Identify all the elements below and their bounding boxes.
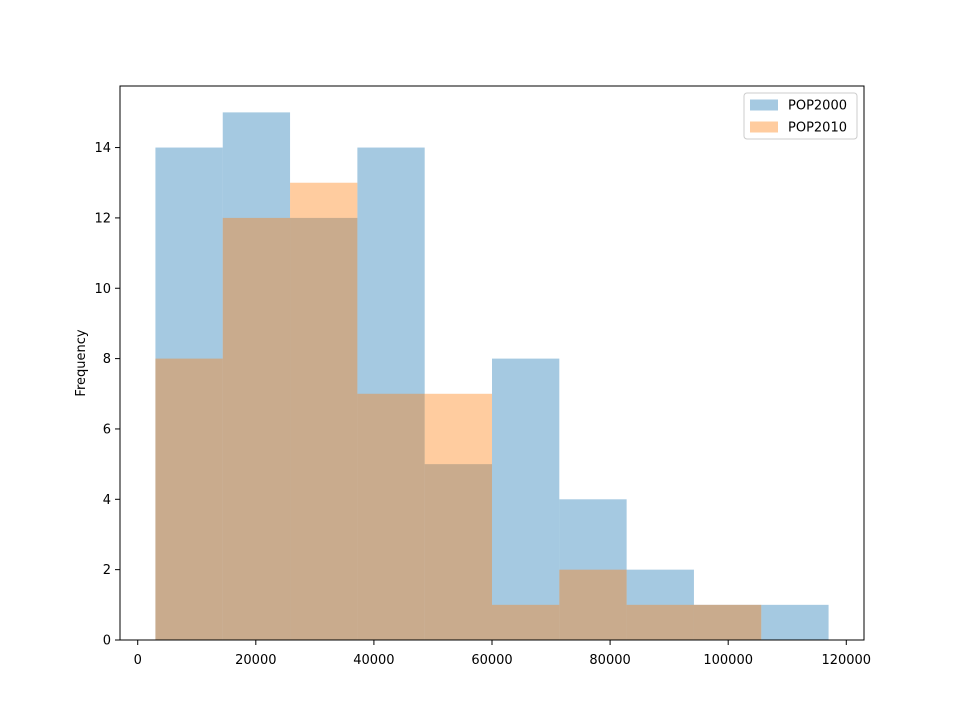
bar-pop2000-0 xyxy=(155,147,223,641)
bar-pop2000-2 xyxy=(290,217,358,640)
bar-pop2010-6 xyxy=(559,569,627,640)
bar-pop2000-9 xyxy=(761,604,829,640)
y-tick-label: 2 xyxy=(103,563,111,578)
x-tick-label: 100000 xyxy=(703,653,753,668)
y-tick-label: 8 xyxy=(103,352,111,367)
bar-pop2000-3 xyxy=(357,147,425,641)
y-tick-label: 12 xyxy=(94,211,111,226)
x-axis: 0 20000 40000 60000 80000 100000 120000 xyxy=(134,640,871,668)
x-tick-label: 60000 xyxy=(471,653,512,668)
legend-swatch-pop2000 xyxy=(750,99,778,111)
y-axis: 0 2 4 6 8 10 12 14 xyxy=(94,141,120,649)
x-tick-label: 120000 xyxy=(821,653,871,668)
legend-label-pop2010: POP2010 xyxy=(788,121,847,136)
bar-pop2000-6 xyxy=(559,499,627,640)
x-tick-label: 0 xyxy=(134,653,142,668)
bars-layer xyxy=(155,112,829,641)
y-tick-label: 10 xyxy=(94,282,111,297)
bar-pop2000-5 xyxy=(492,358,560,640)
x-tick-label: 40000 xyxy=(353,653,394,668)
legend-label-pop2000: POP2000 xyxy=(788,99,847,114)
bar-pop2010-3 xyxy=(357,393,425,640)
x-tick-label: 20000 xyxy=(235,653,276,668)
y-tick-label: 14 xyxy=(94,141,111,156)
y-tick-label: 4 xyxy=(103,493,111,508)
bar-pop2010-8 xyxy=(693,604,762,640)
bar-pop2000-7 xyxy=(626,569,694,640)
bar-pop2000-8 xyxy=(693,604,762,640)
bar-pop2010-4 xyxy=(424,393,492,640)
y-tick-label: 0 xyxy=(103,634,111,649)
bar-pop2000-4 xyxy=(424,464,492,640)
bar-pop2010-0 xyxy=(155,358,223,640)
bar-pop2000-1 xyxy=(222,112,291,640)
bar-pop2010-2 xyxy=(290,182,358,640)
y-axis-label: Frequency xyxy=(74,329,89,396)
legend-frame xyxy=(743,92,858,140)
bar-pop2010-5 xyxy=(492,604,560,640)
y-tick-label: 6 xyxy=(103,422,111,437)
x-tick-label: 80000 xyxy=(589,653,630,668)
bar-pop2010-7 xyxy=(626,604,694,640)
legend-swatch-pop2010 xyxy=(750,121,778,133)
legend: POP2000 POP2010 xyxy=(743,92,858,140)
bar-pop2010-1 xyxy=(222,217,291,640)
